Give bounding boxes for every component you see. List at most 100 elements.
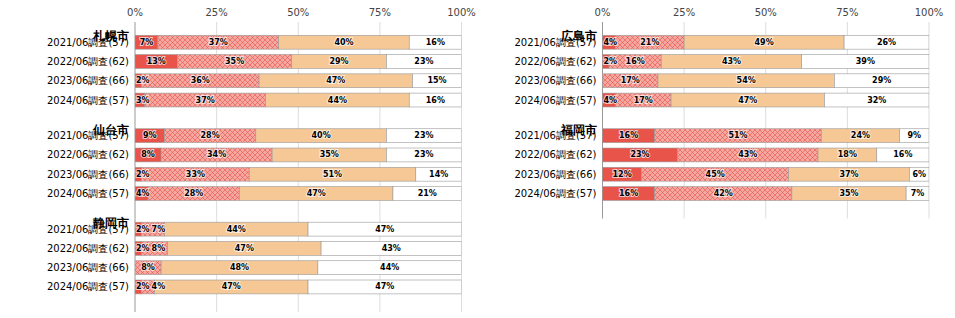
category-label: 2023/06調査(66): [47, 262, 129, 273]
data-label: 9%: [143, 131, 157, 140]
data-label: 44%: [328, 96, 347, 105]
bar-segment: [161, 148, 272, 162]
data-label: 2%: [604, 57, 618, 66]
data-label: 40%: [312, 131, 331, 140]
data-label: 35%: [839, 189, 858, 198]
bar-segment: [603, 129, 655, 143]
bar-segment: [825, 93, 929, 107]
bar-segment: [877, 148, 929, 162]
category-label: 2024/06調査(57): [47, 95, 129, 106]
bars: [135, 35, 462, 107]
tick-label: 50%: [755, 7, 777, 18]
data-label: 23%: [414, 131, 433, 140]
data-label: 23%: [414, 150, 433, 159]
data-label: 47%: [307, 189, 326, 198]
data-label: 54%: [737, 76, 756, 85]
data-label: 45%: [706, 170, 725, 179]
data-label: 2%: [136, 76, 150, 85]
category-label: 2021/06調査(57): [47, 130, 129, 141]
data-label: 47%: [375, 282, 394, 291]
data-label: 13%: [147, 57, 166, 66]
data-label: 43%: [382, 244, 401, 253]
bar-segment: [409, 93, 461, 107]
bar-segment: [256, 129, 387, 143]
category-label: 2024/06調査(57): [514, 95, 596, 106]
data-label: 4%: [136, 189, 150, 198]
bars: [603, 35, 930, 107]
data-label: 47%: [738, 96, 757, 105]
category-label: 2022/06調査(62): [514, 56, 596, 67]
data-label: 21%: [418, 189, 437, 198]
data-label: 16%: [619, 189, 638, 198]
data-label: 35%: [320, 150, 339, 159]
data-label: 39%: [856, 57, 875, 66]
bar-segment: [249, 167, 416, 181]
bar-segment: [272, 148, 386, 162]
category-label: 2023/06調査(66): [47, 169, 129, 180]
category-label: 2021/06調査(57): [514, 130, 596, 141]
bar-segment: [168, 241, 321, 255]
bar-segment: [789, 167, 910, 181]
tick-label: 0%: [127, 7, 143, 18]
data-label: 21%: [640, 38, 659, 47]
data-label: 23%: [630, 150, 649, 159]
bar-segment: [148, 187, 239, 201]
bar-segment: [603, 74, 659, 88]
tick-label: 100%: [447, 7, 476, 18]
data-label: 43%: [738, 150, 757, 159]
tick-label: 75%: [369, 7, 391, 18]
bar-segment: [792, 187, 906, 201]
category-label: 2022/06調査(62): [47, 243, 129, 254]
data-label: 33%: [186, 170, 205, 179]
bar-segment: [177, 55, 291, 69]
bar-segment: [308, 280, 461, 294]
data-label: 44%: [380, 263, 399, 272]
bar-segment: [161, 261, 318, 275]
bar-segment: [413, 74, 462, 88]
bar-segment: [308, 222, 461, 236]
data-label: 4%: [604, 96, 618, 105]
data-label: 51%: [323, 170, 342, 179]
panel-chart: 仙台市9%28%40%23%8%34%35%23%2%33%51%14%4%28…: [47, 123, 462, 219]
bars: [603, 129, 930, 201]
bars: [135, 129, 462, 201]
bar-segment: [266, 93, 410, 107]
data-label: 8%: [152, 244, 166, 253]
data-label: 4%: [604, 38, 618, 47]
data-label: 47%: [326, 76, 345, 85]
bar-segment: [678, 148, 818, 162]
data-label: 2%: [136, 244, 150, 253]
bar-segment: [318, 261, 462, 275]
data-label: 51%: [728, 131, 747, 140]
category-label: 2023/06調査(66): [47, 75, 129, 86]
tick-label: 25%: [673, 7, 695, 18]
panel-chart: 静岡市2%7%44%47%2%8%47%43%8%48%44%2%4%47%47…: [47, 216, 462, 312]
tick-label: 75%: [836, 7, 858, 18]
data-label: 9%: [908, 131, 922, 140]
data-label: 16%: [626, 57, 645, 66]
bar-segment: [321, 241, 461, 255]
data-label: 7%: [140, 38, 154, 47]
data-label: 44%: [227, 225, 246, 234]
data-labels: 4%21%49%26%2%16%43%39%17%54%29%4%17%47%3…: [604, 38, 897, 105]
data-label: 15%: [427, 76, 446, 85]
data-label: 17%: [634, 96, 653, 105]
bar-segment: [135, 261, 161, 275]
data-label: 8%: [141, 263, 155, 272]
bar-segment: [821, 129, 899, 143]
bar-segment: [658, 74, 834, 88]
panel-chart: 0%25%50%75%100%広島市4%21%49%26%2%16%43%39%…: [514, 7, 943, 125]
bar-segment: [671, 93, 824, 107]
bar-segment: [844, 35, 929, 49]
tick-label: 0%: [595, 7, 611, 18]
data-label: 40%: [334, 38, 353, 47]
bar-segment: [616, 93, 672, 107]
data-label: 3%: [136, 96, 150, 105]
bar-segment: [802, 55, 929, 69]
data-label: 37%: [209, 38, 228, 47]
bar-segment: [906, 187, 929, 201]
category-label: 2021/06調査(57): [47, 224, 129, 235]
bar-segment: [393, 187, 462, 201]
bar-segment: [603, 148, 678, 162]
data-label: 48%: [230, 263, 249, 272]
